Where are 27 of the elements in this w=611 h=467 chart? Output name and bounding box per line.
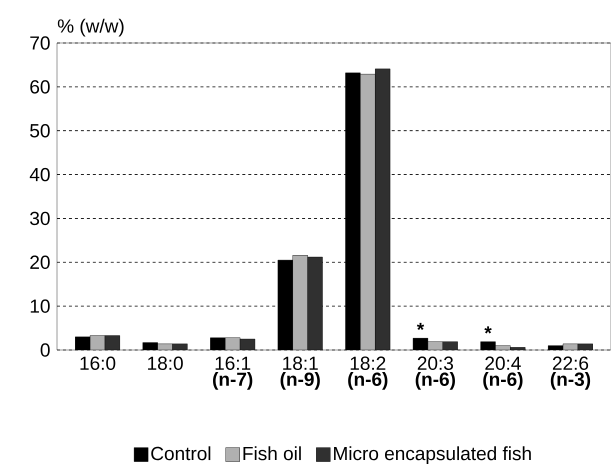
y-tick-label: 30 [30,212,50,226]
x-tick-label: 16:1 (n-7) [213,356,252,390]
y-tick-label: 60 [30,80,50,94]
x-tick-label: 18:1 (n-9) [280,356,320,390]
bar [292,255,308,350]
bar [307,256,323,350]
bar [225,338,240,350]
annotation: * [484,326,492,334]
y-axis-title: % (w/w) [58,18,124,36]
x-tick-label: 16:0 [80,356,116,370]
legend-label: Micro encapsulated fish [334,446,531,464]
y-tick-label: 40 [30,168,50,182]
y-tick-label: 20 [30,256,50,270]
x-tick-label: 20:3 (n-6) [416,356,455,390]
y-tick-label: 10 [30,299,50,313]
x-tick-label: 18:2 (n-6) [348,356,388,390]
legend-label: Control [151,446,210,460]
annotation: * [416,322,424,330]
bar [360,74,376,350]
x-tick-label: 22:6 (n-3) [550,356,590,390]
y-tick-label: 70 [30,36,50,50]
y-tick-label: 50 [30,124,50,138]
x-tick-label: 18:0 [148,356,183,370]
y-tick-label: 0 [40,343,50,357]
legend-label: Fish oil [243,446,301,460]
x-tick-label: 20:4 (n-6) [483,356,523,390]
bar [375,68,390,350]
